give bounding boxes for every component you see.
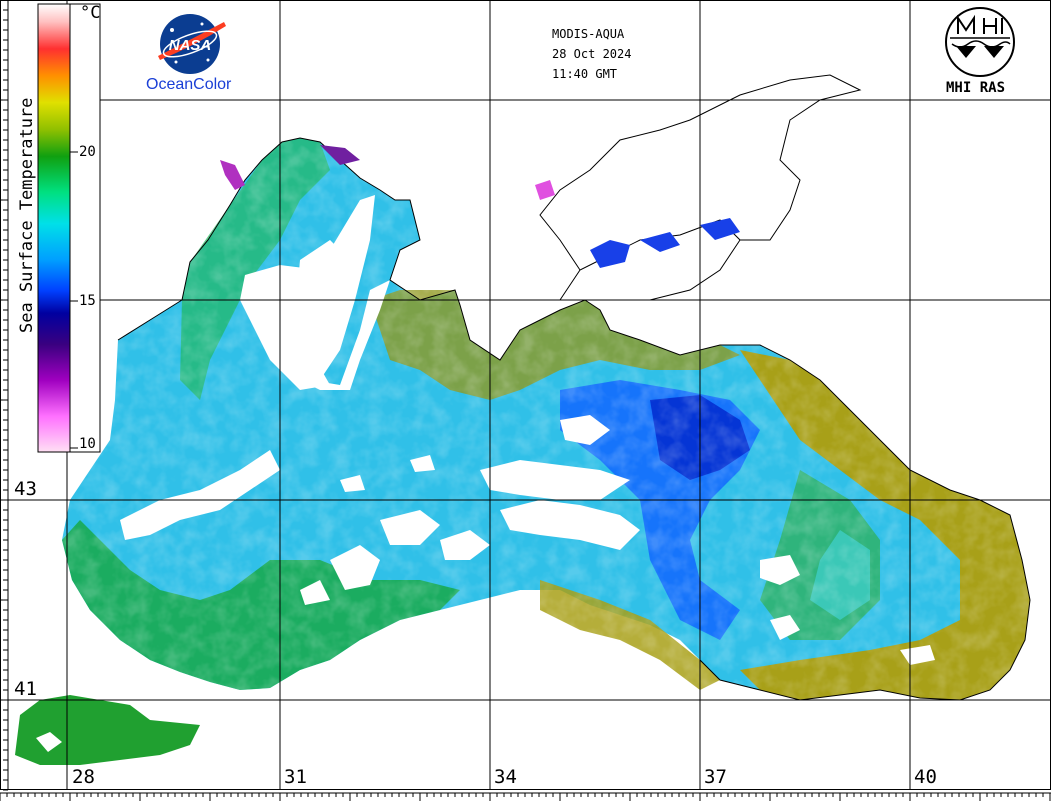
longitude-label: 40 [914, 766, 937, 788]
latitude-label: 41 [14, 678, 37, 700]
nasa-logo: NASA [158, 14, 226, 74]
longitude-label: 34 [494, 766, 517, 788]
mhi-caption: MHI RAS [946, 80, 1006, 96]
svg-text:NASA: NASA [169, 37, 212, 54]
longitude-label: 31 [284, 766, 307, 788]
colorbar-tick: 15 [79, 293, 96, 309]
longitude-label: 28 [72, 766, 95, 788]
colorbar-tick: 20 [79, 144, 96, 160]
marmara-island [36, 732, 62, 752]
latitude-label: 43 [14, 478, 37, 500]
left-scale [0, 0, 9, 791]
cloud-patches [120, 195, 935, 665]
azov-patches [535, 180, 740, 268]
estuary-patch [220, 160, 245, 190]
colorbar-tick: 10 [79, 436, 96, 452]
acquisition-time: 11:40 GMT [552, 67, 618, 81]
sea-of-marmara [15, 695, 200, 765]
acquisition-info: MODIS-AQUA 28 Oct 2024 11:40 GMT [552, 24, 631, 84]
nasa-caption: OceanColor [146, 76, 232, 93]
sensor-name: MODIS-AQUA [552, 27, 625, 41]
acquisition-date: 28 Oct 2024 [552, 47, 632, 61]
colorbar-unit: °C [80, 3, 101, 23]
colorbar [37, 3, 101, 453]
colorbar-gradient [37, 3, 71, 453]
bottom-scale [0, 790, 1051, 801]
estuary-patch [320, 145, 360, 165]
colorbar-title: Sea Surface Temperature [17, 97, 37, 333]
longitude-label: 37 [704, 766, 727, 788]
mhi-logo [945, 7, 1015, 77]
land-coastlines [117, 74, 1031, 701]
